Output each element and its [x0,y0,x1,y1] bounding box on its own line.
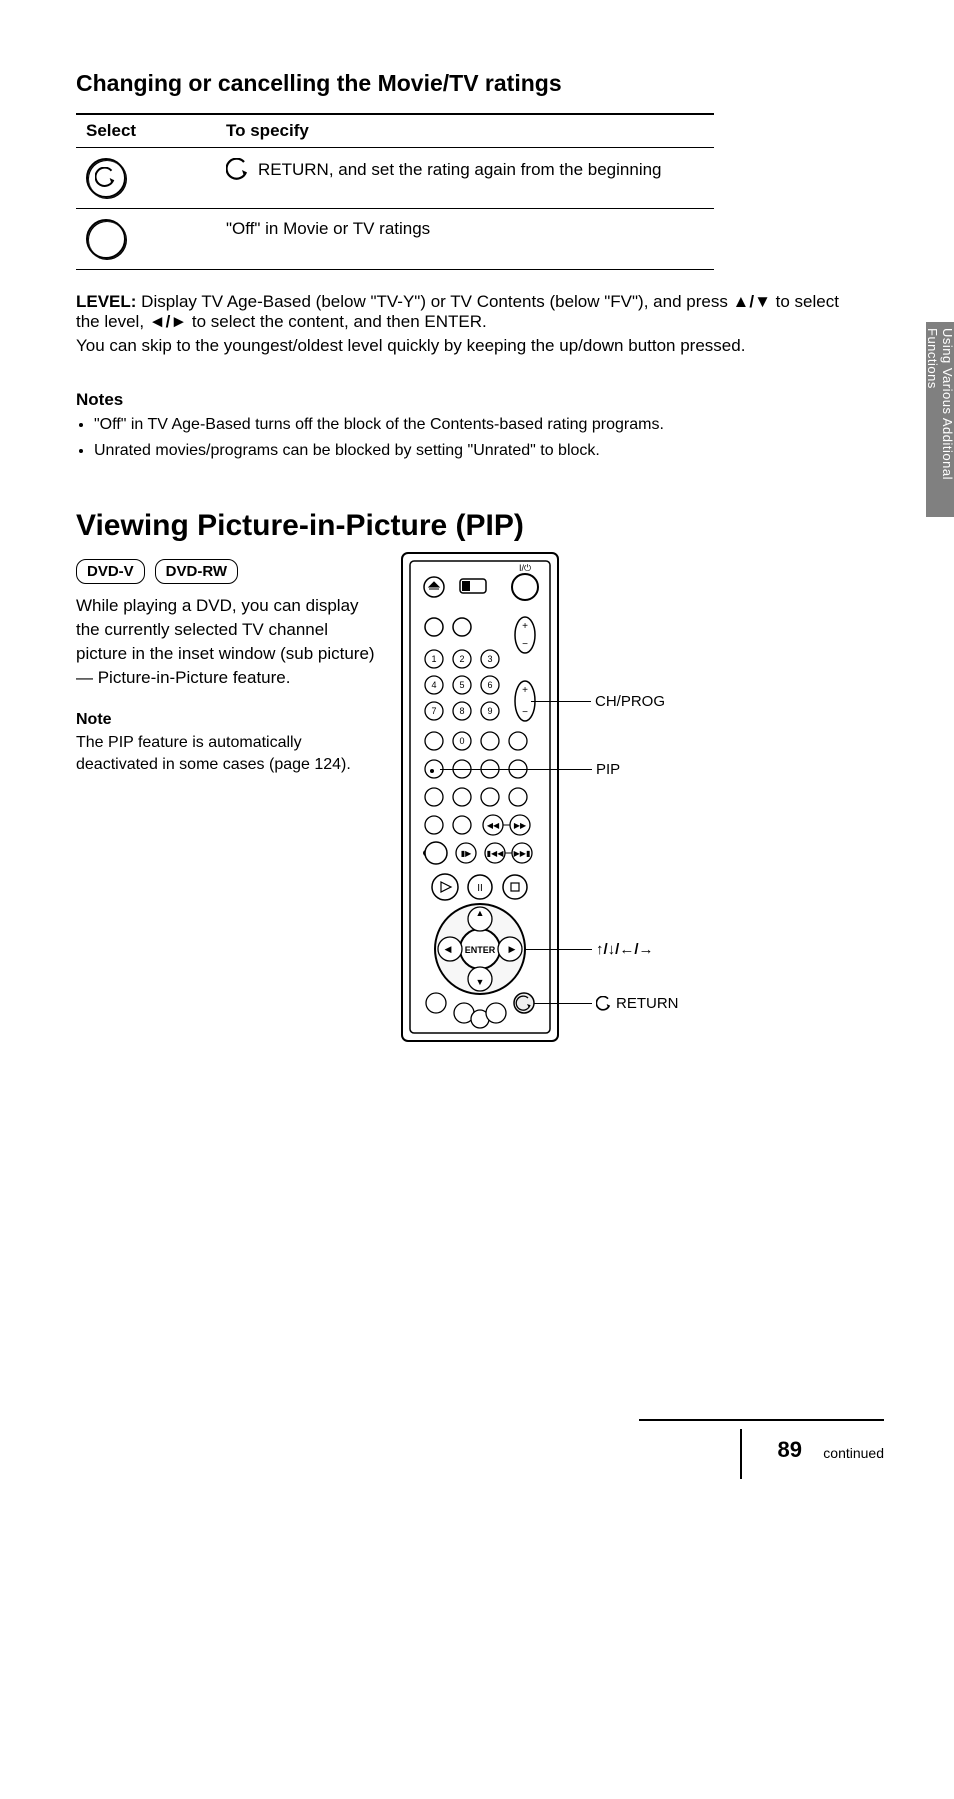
svg-text:7: 7 [431,706,436,716]
ratings-col-select: Select [76,114,216,148]
svg-text:▼: ▼ [476,977,485,987]
topic2-note-heading: Note [76,709,376,731]
svg-text:4: 4 [431,680,436,690]
page-footer: 89 continued [0,1419,954,1499]
svg-text:0: 0 [459,736,464,746]
topic2-note-text: The PIP feature is automatically deactiv… [76,732,376,777]
svg-text:▲: ▲ [476,908,485,918]
ratings-table: Select To specify [76,113,714,270]
svg-text:8: 8 [459,706,464,716]
ratings-cell-select-icon-2 [76,209,216,270]
remote-label-return: RETURN [616,995,679,1012]
topic2-title: Viewing Picture-in-Picture (PIP) [76,509,856,543]
svg-text:▶▶: ▶▶ [514,821,527,830]
level-tip: LEVEL: Display TV Age-Based (below "TV-Y… [76,292,856,356]
svg-text:▮▶: ▮▶ [461,849,472,858]
ratings-col-specify: To specify [216,114,714,148]
svg-text:II: II [477,883,483,894]
circle-button-icon [86,219,126,259]
ratings-cell-select-icon [76,148,216,209]
ratings-cell-spec-1: RETURN, and set the rating again from th… [216,148,714,209]
table-row: RETURN, and set the rating again from th… [76,148,714,209]
level-press2: to select the content, and then ENTER. [192,312,487,331]
notes-block: Notes "Off" in TV Age-Based turns off th… [76,390,856,461]
note-item: "Off" in TV Age-Based turns off the bloc… [94,414,856,436]
ratings-spec-1-text: RETURN, and set the rating again from th… [258,160,662,180]
svg-text:6: 6 [487,680,492,690]
remote-label-chprog: CH/PROG [595,693,665,710]
updown-arrows-icon: ▲/▼ [733,292,771,311]
svg-text:◀◀: ◀◀ [487,821,500,830]
svg-text:▮◀◀: ▮◀◀ [487,849,505,858]
level-sentence: Display TV Age-Based (below "TV-Y") or T… [141,292,732,311]
media-badge-dvdrw: DVD-RW [155,559,238,584]
remote-diagram: I/⏻ + − 1 2 3 4 5 [400,551,660,1043]
svg-text:ENTER: ENTER [465,945,496,955]
remote-label-pip: PIP [596,761,620,778]
topic1-title: Changing or cancelling the Movie/TV rati… [76,70,856,97]
note-item: Unrated movies/programs can be blocked b… [94,440,856,462]
table-row: "Off" in Movie or TV ratings [76,209,714,270]
svg-text:+: + [522,621,528,632]
svg-text:−: − [522,707,528,718]
svg-text:5: 5 [459,680,464,690]
svg-text:+: + [522,685,528,696]
ratings-cell-spec-2: "Off" in Movie or TV ratings [216,209,714,270]
svg-text:I/⏻: I/⏻ [519,563,531,573]
svg-text:2: 2 [459,654,464,664]
media-badges: DVD-V DVD-RW [76,559,376,584]
level-line2: You can skip to the youngest/oldest leve… [76,336,856,356]
return-callout-icon [596,996,612,1012]
svg-text:▶: ▶ [509,944,516,954]
leftright-arrows-icon: ◄/► [149,312,187,331]
svg-text:3: 3 [487,654,492,664]
svg-text:−: − [522,639,528,650]
remote-svg-icon: I/⏻ + − 1 2 3 4 5 [400,551,560,1043]
svg-text:◀: ◀ [445,944,452,954]
topic2-paragraph: While playing a DVD, you can display the… [76,594,376,689]
remote-label-arrows: ↑/↓/←/→ [596,941,654,958]
page-number: 89 [778,1437,802,1463]
media-badge-dvdv: DVD-V [76,559,145,584]
side-tab: Using Various Additional Functions [926,322,954,517]
svg-text:▶▶▮: ▶▶▮ [514,849,531,858]
continued-label: continued [823,1445,884,1461]
return-arrow-icon [95,167,117,189]
return-button-icon [86,158,126,198]
return-arrow-small-icon [226,158,250,182]
svg-text:1: 1 [431,654,436,664]
svg-text:9: 9 [487,706,492,716]
notes-heading: Notes [76,390,856,410]
level-label: LEVEL: [76,292,141,311]
